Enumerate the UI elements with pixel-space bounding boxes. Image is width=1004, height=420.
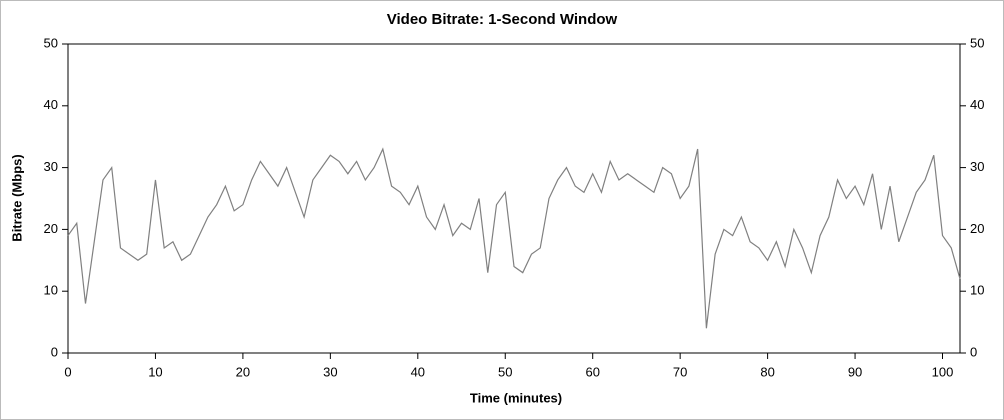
x-tick-label: 0 — [64, 364, 71, 379]
y2-tick-label: 20 — [970, 221, 984, 236]
x-tick-label: 100 — [932, 364, 954, 379]
y2-tick-label: 10 — [970, 283, 984, 298]
x-axis-label: Time (minutes) — [470, 390, 562, 405]
y-tick-label: 20 — [44, 221, 58, 236]
x-tick-label: 40 — [411, 364, 425, 379]
y-tick-label: 50 — [44, 35, 58, 50]
y2-tick-label: 30 — [970, 159, 984, 174]
x-tick-label: 20 — [236, 364, 250, 379]
x-tick-label: 90 — [848, 364, 862, 379]
plot-area — [67, 43, 961, 354]
x-tick-label: 60 — [585, 364, 599, 379]
x-tick-label: 80 — [760, 364, 774, 379]
x-tick-label: 10 — [148, 364, 162, 379]
chart-title: Video Bitrate: 1-Second Window — [387, 11, 618, 28]
x-tick-label: 70 — [673, 364, 687, 379]
x-tick-label: 30 — [323, 364, 337, 379]
bitrate-line — [67, 147, 961, 329]
y-tick-label: 10 — [44, 283, 58, 298]
y-axis-label: Bitrate (Mbps) — [9, 154, 24, 241]
y-tick-label: 40 — [44, 97, 58, 112]
y-tick-label: 30 — [44, 159, 58, 174]
y2-tick-label: 50 — [970, 35, 984, 50]
y-tick-label: 0 — [51, 344, 58, 359]
x-tick-label: 50 — [498, 364, 512, 379]
y2-tick-label: 0 — [970, 344, 977, 359]
y2-tick-label: 40 — [970, 97, 984, 112]
